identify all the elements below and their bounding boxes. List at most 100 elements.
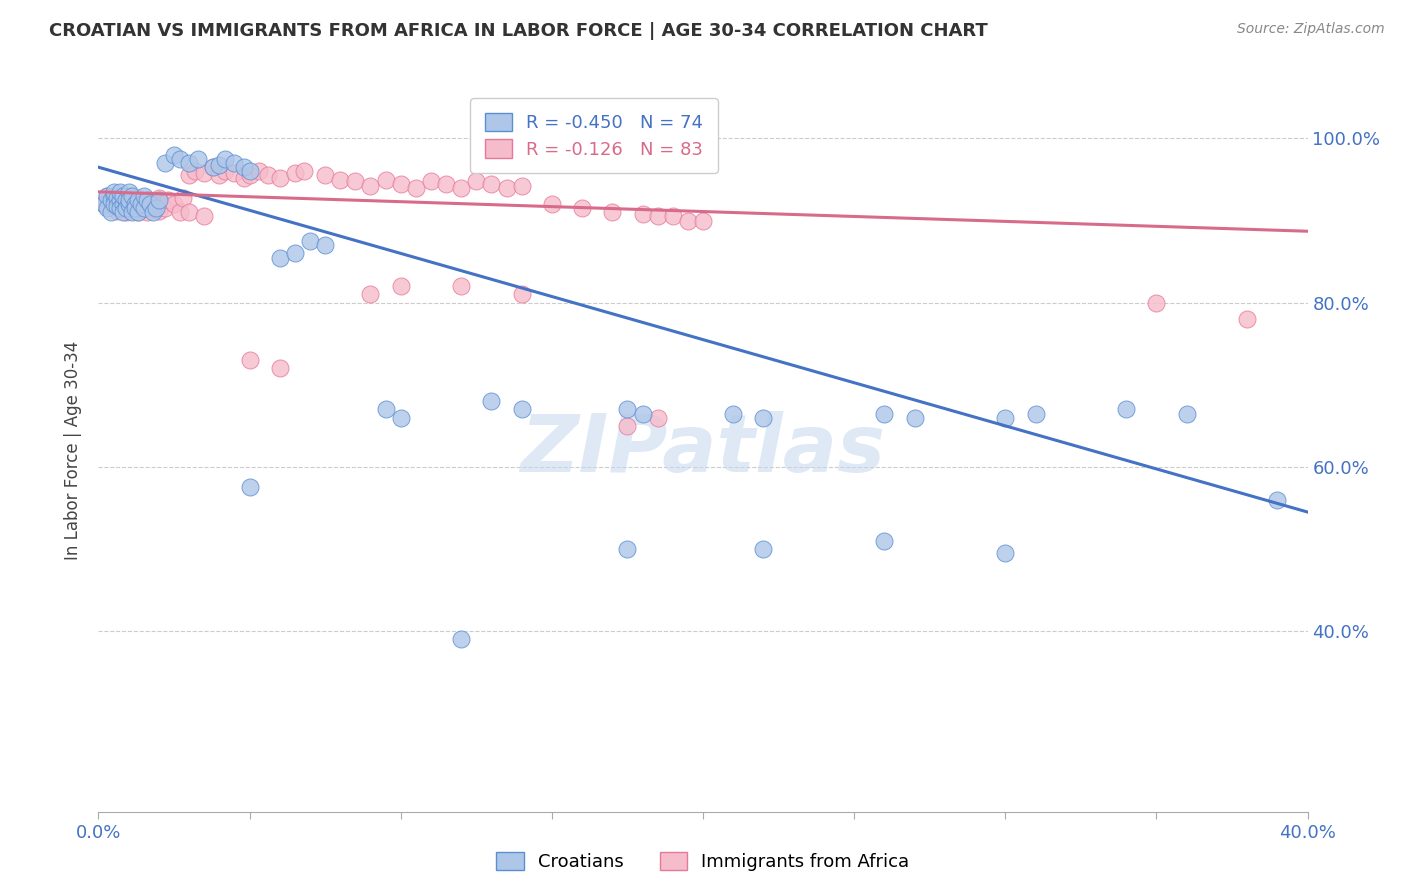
Point bbox=[510, 287, 533, 301]
Point bbox=[239, 353, 262, 368]
Point bbox=[118, 189, 141, 203]
Point bbox=[111, 189, 134, 203]
Point bbox=[148, 190, 170, 204]
Point bbox=[994, 546, 1017, 560]
Point bbox=[163, 197, 186, 211]
Point bbox=[208, 169, 231, 183]
Point bbox=[139, 193, 162, 207]
Point bbox=[661, 210, 683, 224]
Point bbox=[202, 160, 225, 174]
Point bbox=[481, 394, 503, 409]
Point bbox=[873, 407, 896, 421]
Point bbox=[389, 410, 412, 425]
Point bbox=[389, 279, 412, 293]
Point bbox=[121, 201, 143, 215]
Point bbox=[1144, 295, 1167, 310]
Point bbox=[111, 193, 134, 207]
Point bbox=[374, 402, 396, 417]
Point bbox=[1175, 407, 1198, 421]
Point bbox=[127, 193, 149, 207]
Point bbox=[571, 201, 593, 215]
Point bbox=[132, 201, 155, 215]
Point bbox=[179, 169, 201, 183]
Point bbox=[108, 185, 131, 199]
Point bbox=[723, 407, 745, 421]
Point bbox=[93, 197, 115, 211]
Point bbox=[169, 152, 191, 166]
Point bbox=[105, 199, 128, 213]
Point bbox=[135, 193, 157, 207]
Point bbox=[103, 201, 125, 215]
Point bbox=[127, 190, 149, 204]
Point bbox=[232, 160, 254, 174]
Point bbox=[1267, 492, 1289, 507]
Point bbox=[510, 179, 533, 194]
Point bbox=[284, 246, 307, 260]
Point bbox=[163, 148, 186, 162]
Point bbox=[224, 156, 246, 170]
Point bbox=[374, 172, 396, 186]
Point bbox=[314, 238, 336, 252]
Point bbox=[495, 180, 517, 194]
Point bbox=[127, 205, 149, 219]
Point bbox=[752, 541, 775, 556]
Point bbox=[103, 185, 125, 199]
Point bbox=[114, 190, 136, 204]
Point bbox=[1115, 402, 1137, 417]
Point bbox=[142, 205, 165, 219]
Point bbox=[153, 201, 176, 215]
Point bbox=[284, 166, 307, 180]
Text: ZIPatlas: ZIPatlas bbox=[520, 411, 886, 490]
Point bbox=[752, 410, 775, 425]
Point bbox=[124, 201, 146, 215]
Point bbox=[360, 179, 382, 194]
Point bbox=[616, 541, 638, 556]
Point bbox=[904, 410, 927, 425]
Point bbox=[465, 174, 488, 188]
Point bbox=[127, 205, 149, 219]
Point bbox=[193, 210, 215, 224]
Point bbox=[184, 164, 207, 178]
Point bbox=[148, 203, 170, 218]
Point bbox=[616, 418, 638, 433]
Point bbox=[208, 158, 231, 172]
Point bbox=[420, 174, 443, 188]
Point bbox=[96, 189, 118, 203]
Point bbox=[450, 632, 472, 647]
Point bbox=[108, 197, 131, 211]
Point bbox=[329, 172, 352, 186]
Point bbox=[269, 170, 291, 185]
Point bbox=[510, 402, 533, 417]
Point bbox=[118, 197, 141, 211]
Point bbox=[314, 169, 336, 183]
Point bbox=[239, 164, 262, 178]
Y-axis label: In Labor Force | Age 30-34: In Labor Force | Age 30-34 bbox=[63, 341, 82, 560]
Point bbox=[214, 152, 236, 166]
Point bbox=[631, 207, 654, 221]
Point bbox=[239, 168, 262, 182]
Text: Source: ZipAtlas.com: Source: ZipAtlas.com bbox=[1237, 22, 1385, 37]
Point bbox=[405, 180, 427, 194]
Point bbox=[129, 193, 152, 207]
Point bbox=[118, 185, 141, 199]
Point bbox=[247, 164, 270, 178]
Point bbox=[150, 197, 173, 211]
Point bbox=[100, 205, 122, 219]
Point bbox=[105, 203, 128, 218]
Point bbox=[124, 197, 146, 211]
Point bbox=[232, 170, 254, 185]
Point bbox=[389, 177, 412, 191]
Point bbox=[647, 210, 669, 224]
Point bbox=[616, 402, 638, 417]
Point bbox=[994, 410, 1017, 425]
Point bbox=[108, 201, 131, 215]
Point bbox=[256, 169, 278, 183]
Point bbox=[105, 190, 128, 204]
Point bbox=[179, 205, 201, 219]
Point bbox=[269, 251, 291, 265]
Point bbox=[434, 177, 457, 191]
Point bbox=[129, 201, 152, 215]
Point bbox=[93, 197, 115, 211]
Point bbox=[179, 156, 201, 170]
Point bbox=[692, 213, 714, 227]
